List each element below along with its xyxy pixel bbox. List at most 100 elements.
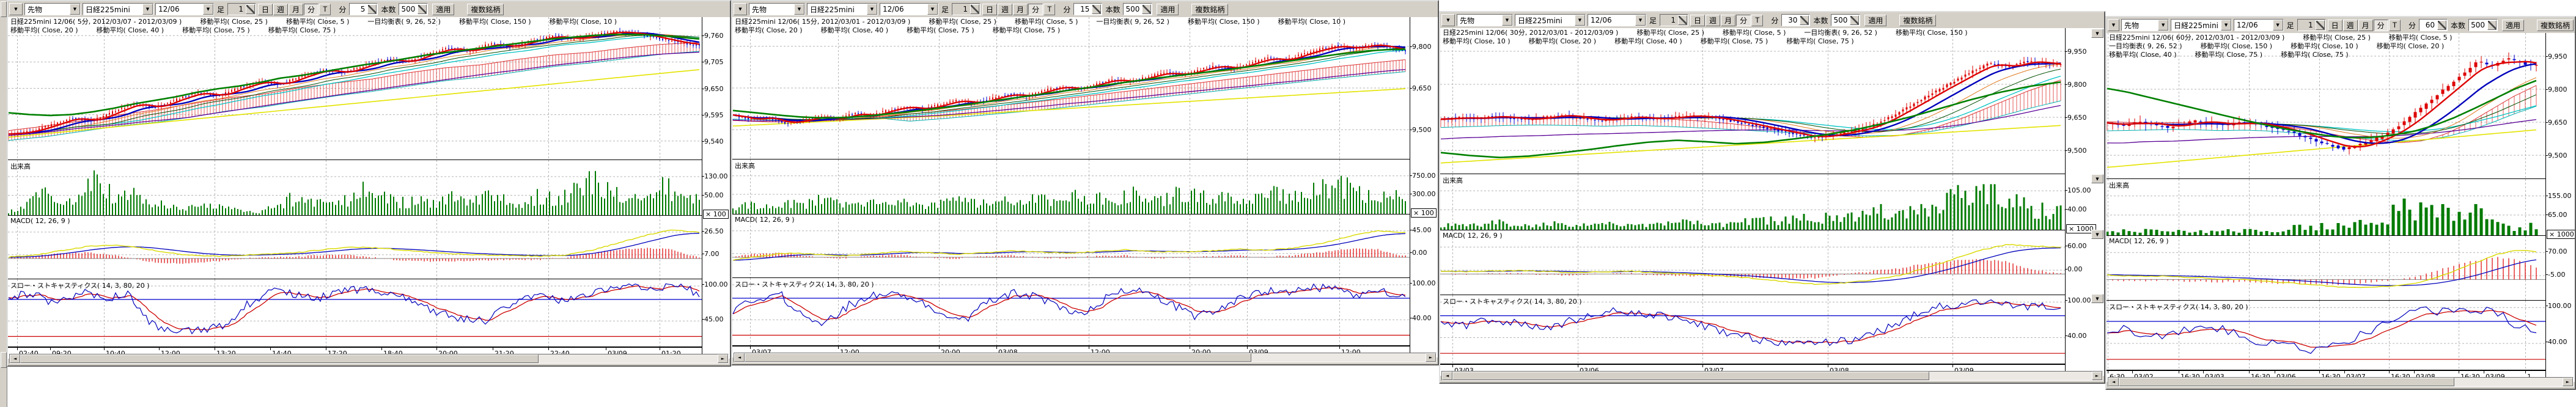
period-button-5[interactable]: T bbox=[1751, 14, 1764, 26]
contract-combo[interactable]: 12/06 ▼ bbox=[155, 3, 214, 15]
chevron-down-icon[interactable]: ▼ bbox=[2272, 20, 2283, 31]
volume-section[interactable]: 出来高 bbox=[732, 160, 1410, 215]
horizontal-scrollbar[interactable]: ◄ ► bbox=[9, 354, 729, 364]
count-spinner[interactable]: 500 bbox=[2468, 19, 2498, 31]
symbol-combo[interactable]: 日経225mini ▼ bbox=[807, 3, 878, 15]
section-dropdown-icon[interactable]: ▼ bbox=[2091, 29, 2103, 38]
period-button-3[interactable]: 月 bbox=[2358, 19, 2373, 31]
scroll-left-icon[interactable]: ◄ bbox=[10, 354, 20, 363]
period-button-1[interactable]: 日 bbox=[982, 3, 998, 15]
chevron-down-icon[interactable]: ▼ bbox=[2158, 20, 2169, 31]
chevron-down-icon[interactable]: ▼ bbox=[2221, 20, 2232, 31]
spinner-icon[interactable] bbox=[246, 4, 256, 14]
chart-type-combo[interactable]: ▼ bbox=[9, 3, 23, 15]
period-button-1[interactable]: 日 bbox=[258, 3, 273, 15]
stochastics-section[interactable]: スロー・ストキャスティクス( 14, 3, 80, 20 ) bbox=[8, 279, 702, 347]
minute-spinner[interactable]: 60 bbox=[2419, 19, 2448, 31]
stochastics-section[interactable]: スロー・ストキャスティクス( 14, 3, 80, 20 ) bbox=[732, 278, 1410, 346]
period-button-3[interactable]: 月 bbox=[1721, 14, 1736, 26]
section-dropdown-icon[interactable]: ▼ bbox=[2091, 174, 2103, 183]
splitter-handle-bottom[interactable] bbox=[1, 352, 7, 368]
period-button-5[interactable]: T bbox=[2388, 19, 2401, 31]
chevron-down-icon[interactable]: ▼ bbox=[794, 4, 804, 15]
category-combo[interactable]: 先物 ▼ bbox=[1457, 14, 1513, 26]
contract-combo[interactable]: 12/06 ▼ bbox=[880, 3, 938, 15]
price-chart-section[interactable]: 日経225mini 12/06( 5分, 2012/03/07 - 2012/0… bbox=[8, 17, 702, 160]
chevron-down-icon[interactable]: ▼ bbox=[142, 4, 153, 15]
bar-count-spinner[interactable]: 1 bbox=[952, 3, 981, 15]
spinner-icon[interactable] bbox=[1850, 15, 1860, 25]
scroll-right-icon[interactable]: ► bbox=[2092, 372, 2102, 380]
horizontal-scrollbar[interactable]: ◄ ► bbox=[734, 353, 1437, 362]
minute-spinner[interactable]: 5 bbox=[349, 3, 378, 15]
chart-type-combo[interactable]: ▼ bbox=[1441, 14, 1455, 26]
volume-section[interactable]: 出来高 bbox=[1440, 174, 2065, 230]
multi-symbol-button[interactable]: 複数銘柄 bbox=[2536, 19, 2574, 31]
section-dropdown-icon[interactable]: ▼ bbox=[2091, 294, 2103, 303]
count-spinner[interactable]: 500 bbox=[399, 3, 429, 15]
symbol-combo[interactable]: 日経225mini ▼ bbox=[1515, 14, 1586, 26]
period-button-2[interactable]: 週 bbox=[1706, 14, 1721, 26]
spinner-icon[interactable] bbox=[1800, 15, 1809, 25]
count-spinner[interactable]: 500 bbox=[1123, 3, 1153, 15]
symbol-combo[interactable]: 日経225mini ▼ bbox=[2171, 19, 2232, 31]
minute-spinner[interactable]: 30 bbox=[1781, 14, 1811, 26]
scroll-right-icon[interactable]: ► bbox=[2563, 378, 2573, 386]
macd-section[interactable]: MACD( 12, 26, 9 ) bbox=[2107, 236, 2545, 301]
chevron-down-icon[interactable]: ▼ bbox=[867, 4, 877, 15]
period-button-2[interactable]: 週 bbox=[2342, 19, 2358, 31]
horizontal-scrollbar[interactable]: ◄ ► bbox=[1441, 371, 2103, 381]
symbol-combo[interactable]: 日経225mini ▼ bbox=[83, 3, 153, 15]
period-button-3[interactable]: 月 bbox=[289, 3, 304, 15]
volume-section[interactable]: 出来高 bbox=[2107, 179, 2545, 236]
spinner-icon[interactable] bbox=[2437, 20, 2447, 30]
spinner-icon[interactable] bbox=[970, 4, 980, 14]
period-button-3[interactable]: 月 bbox=[1013, 3, 1028, 15]
count-spinner[interactable]: 500 bbox=[1831, 14, 1861, 26]
scroll-left-icon[interactable]: ◄ bbox=[734, 353, 745, 362]
scrollbar-thumb[interactable] bbox=[745, 353, 1251, 362]
chart-type-combo[interactable]: ▼ bbox=[2108, 19, 2119, 31]
price-chart-section[interactable]: 日経225mini 12/06( 30分, 2012/03/01 - 2012/… bbox=[1440, 28, 2065, 174]
scroll-left-icon[interactable]: ◄ bbox=[1442, 372, 1452, 380]
chevron-down-icon[interactable]: ▼ bbox=[1502, 15, 1512, 26]
chevron-down-icon[interactable]: ▼ bbox=[1575, 15, 1585, 26]
spinner-icon[interactable] bbox=[367, 4, 377, 14]
multi-symbol-button[interactable]: 複数銘柄 bbox=[1191, 3, 1229, 15]
macd-section[interactable]: MACD( 12, 26, 9 ) bbox=[732, 215, 1410, 278]
period-button-1[interactable]: 日 bbox=[1690, 14, 1706, 26]
period-button-4[interactable]: 分 bbox=[2373, 19, 2388, 31]
multi-symbol-button[interactable]: 複数銘柄 bbox=[467, 3, 504, 15]
macd-section[interactable]: MACD( 12, 26, 9 ) bbox=[8, 216, 702, 279]
period-button-4[interactable]: 分 bbox=[1736, 14, 1751, 26]
contract-combo[interactable]: 12/06 ▼ bbox=[2234, 19, 2284, 31]
apply-button[interactable]: 適用 bbox=[1864, 14, 1887, 26]
minute-spinner[interactable]: 15 bbox=[1073, 3, 1103, 15]
chevron-down-icon[interactable]: ▼ bbox=[1635, 15, 1646, 26]
scroll-right-icon[interactable]: ► bbox=[718, 354, 728, 363]
chevron-down-icon[interactable]: ▼ bbox=[927, 4, 938, 15]
bar-count-spinner[interactable]: 1 bbox=[1660, 14, 1689, 26]
period-button-2[interactable]: 週 bbox=[998, 3, 1013, 15]
spinner-icon[interactable] bbox=[1092, 4, 1102, 14]
spinner-icon[interactable] bbox=[2487, 20, 2497, 30]
stochastics-section[interactable]: スロー・ストキャスティクス( 14, 3, 80, 20 ) bbox=[1440, 295, 2065, 364]
apply-button[interactable]: 適用 bbox=[2501, 19, 2524, 31]
macd-section[interactable]: MACD( 12, 26, 9 ) bbox=[1440, 230, 2065, 295]
contract-combo[interactable]: 12/06 ▼ bbox=[1588, 14, 1646, 26]
scroll-left-icon[interactable]: ◄ bbox=[2108, 378, 2119, 386]
multi-symbol-button[interactable]: 複数銘柄 bbox=[1899, 14, 1937, 26]
apply-button[interactable]: 適用 bbox=[432, 3, 455, 15]
chevron-down-icon[interactable]: ▼ bbox=[70, 4, 80, 15]
period-button-5[interactable]: T bbox=[1043, 3, 1056, 15]
stochastics-section[interactable]: スロー・ストキャスティクス( 14, 3, 80, 20 ) bbox=[2107, 301, 2545, 370]
chart-type-combo[interactable]: ▼ bbox=[734, 3, 747, 15]
period-button-4[interactable]: 分 bbox=[304, 3, 319, 15]
period-button-1[interactable]: 日 bbox=[2327, 19, 2342, 31]
apply-button[interactable]: 適用 bbox=[1157, 3, 1179, 15]
volume-section[interactable]: 出来高 bbox=[8, 160, 702, 216]
scrollbar-thumb[interactable] bbox=[20, 354, 539, 363]
splitter-handle-top[interactable] bbox=[1, 1, 7, 17]
period-button-4[interactable]: 分 bbox=[1028, 3, 1043, 15]
scrollbar-thumb[interactable] bbox=[1452, 372, 1929, 380]
